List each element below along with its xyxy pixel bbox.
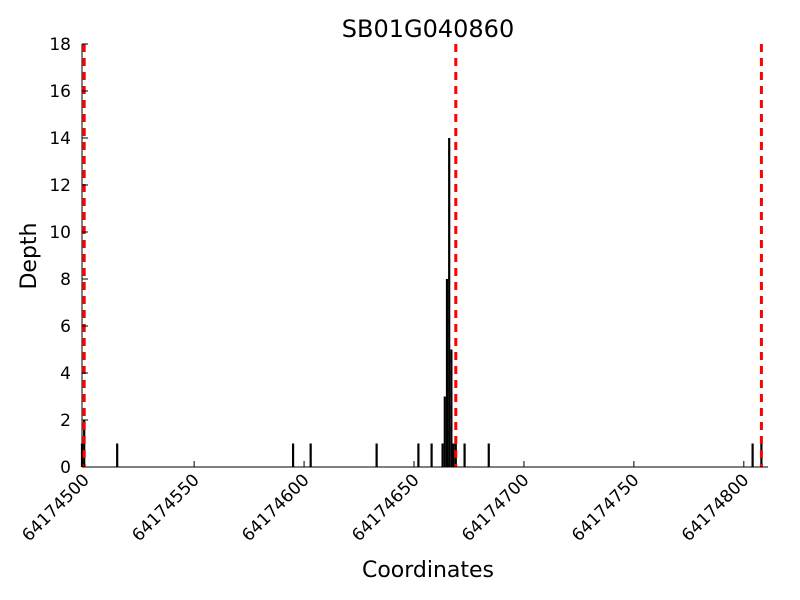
markers-group (82, 44, 763, 467)
y-tick-label: 8 (60, 270, 71, 290)
chart-title: SB01G040860 (342, 15, 514, 43)
x-tick-label: 64174500 (18, 470, 93, 545)
x-tick-label: 64174550 (128, 470, 203, 545)
y-tick-label: 6 (60, 317, 71, 337)
y-tick-label: 18 (49, 35, 71, 55)
bar (309, 443, 312, 467)
x-tick-label: 64174600 (238, 470, 313, 545)
bar (430, 443, 433, 467)
x-tick-label: 64174800 (678, 470, 753, 545)
y-axis-label: Depth (17, 222, 42, 289)
x-tick-label: 64174750 (568, 470, 643, 545)
x-ticks-group: 64174500 64174550 64174600 64174650 64174700… (18, 461, 753, 546)
y-tick-label: 4 (60, 364, 71, 384)
bar (441, 443, 444, 467)
y-tick-label: 12 (49, 176, 71, 196)
bars-group (80, 138, 763, 467)
x-axis-label: Coordinates (362, 558, 494, 583)
bar (751, 443, 754, 467)
x-tick-label: 64174650 (348, 470, 423, 545)
bar (450, 349, 453, 467)
y-tick-label: 2 (60, 411, 71, 431)
bar (375, 443, 378, 467)
axes-group (81, 44, 768, 468)
bar (417, 443, 420, 467)
y-tick-label: 0 (60, 458, 71, 478)
bar (116, 443, 119, 467)
bar (291, 443, 295, 467)
bar (452, 443, 455, 467)
y-tick-label: 14 (49, 129, 71, 149)
y-tick-label: 10 (49, 223, 71, 243)
bar (445, 279, 449, 467)
bar (448, 138, 451, 467)
bar (463, 443, 466, 467)
x-tick-label: 64174700 (458, 470, 533, 545)
y-ticks-group: 0 2 4 6 8 10 12 14 16 18 (49, 35, 88, 478)
y-tick-label: 16 (49, 82, 71, 102)
bar (443, 396, 446, 467)
bar (487, 443, 490, 467)
